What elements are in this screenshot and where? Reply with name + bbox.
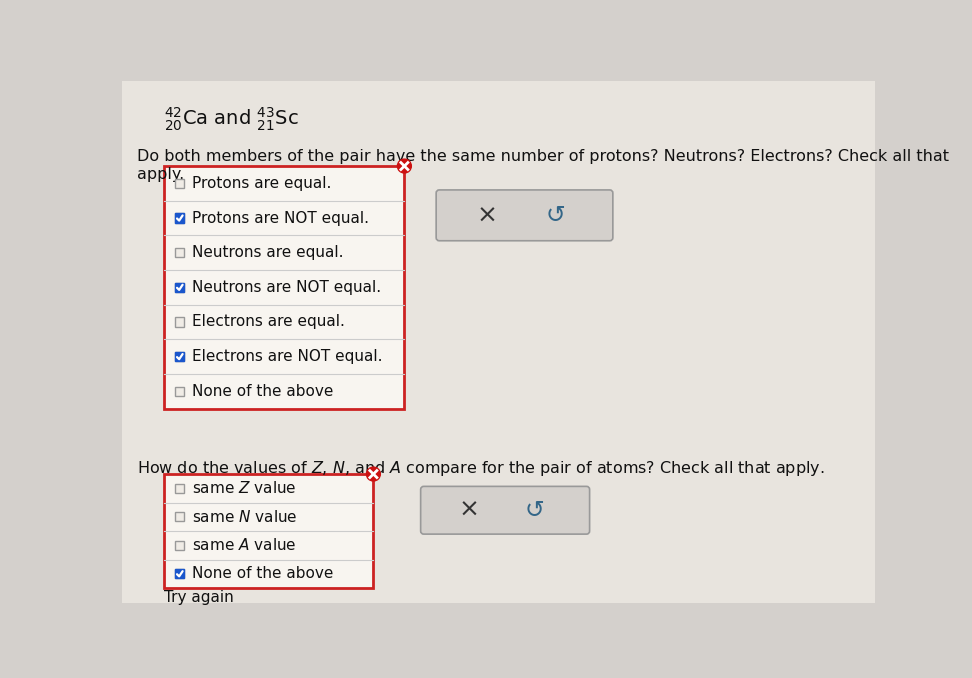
Text: same $Z$ value: same $Z$ value bbox=[192, 480, 296, 496]
Bar bbox=[175, 283, 185, 292]
Text: None of the above: None of the above bbox=[192, 384, 333, 399]
Text: None of the above: None of the above bbox=[192, 566, 333, 581]
Text: Neutrons are NOT equal.: Neutrons are NOT equal. bbox=[192, 280, 381, 295]
Text: Electrons are NOT equal.: Electrons are NOT equal. bbox=[192, 349, 383, 364]
Bar bbox=[175, 352, 185, 361]
Bar bbox=[175, 214, 185, 222]
Text: ↺: ↺ bbox=[525, 498, 544, 522]
Text: Neutrons are equal.: Neutrons are equal. bbox=[192, 245, 343, 260]
Bar bbox=[175, 179, 185, 188]
Text: Protons are equal.: Protons are equal. bbox=[192, 176, 331, 191]
Bar bbox=[175, 386, 185, 396]
Bar bbox=[175, 569, 185, 578]
Bar bbox=[175, 283, 185, 292]
Text: Do both members of the pair have the same number of protons? Neutrons? Electrons: Do both members of the pair have the sam… bbox=[137, 149, 949, 182]
Bar bbox=[175, 512, 185, 521]
Bar bbox=[164, 474, 373, 588]
Text: How do the values of $Z$, $N$, and $A$ compare for the pair of atoms? Check all : How do the values of $Z$, $N$, and $A$ c… bbox=[137, 458, 824, 478]
Bar bbox=[175, 540, 185, 550]
Text: $^{42}_{20}$Ca and $^{43}_{21}$Sc: $^{42}_{20}$Ca and $^{43}_{21}$Sc bbox=[164, 106, 299, 134]
Bar bbox=[175, 483, 185, 493]
Text: Electrons are equal.: Electrons are equal. bbox=[192, 315, 345, 330]
Bar bbox=[175, 248, 185, 258]
Circle shape bbox=[366, 467, 380, 481]
Text: same $A$ value: same $A$ value bbox=[192, 537, 296, 553]
Text: ×: × bbox=[476, 203, 498, 227]
Bar bbox=[175, 214, 185, 222]
Text: same $N$ value: same $N$ value bbox=[192, 508, 297, 525]
FancyBboxPatch shape bbox=[436, 190, 613, 241]
FancyBboxPatch shape bbox=[421, 486, 590, 534]
Bar bbox=[164, 166, 404, 409]
Bar bbox=[175, 569, 185, 578]
Circle shape bbox=[398, 159, 411, 173]
Text: ↺: ↺ bbox=[545, 203, 565, 227]
Bar bbox=[175, 317, 185, 327]
Text: ×: × bbox=[459, 498, 480, 522]
Bar bbox=[175, 352, 185, 361]
Text: Protons are NOT equal.: Protons are NOT equal. bbox=[192, 211, 369, 226]
Text: Try again: Try again bbox=[164, 590, 234, 605]
